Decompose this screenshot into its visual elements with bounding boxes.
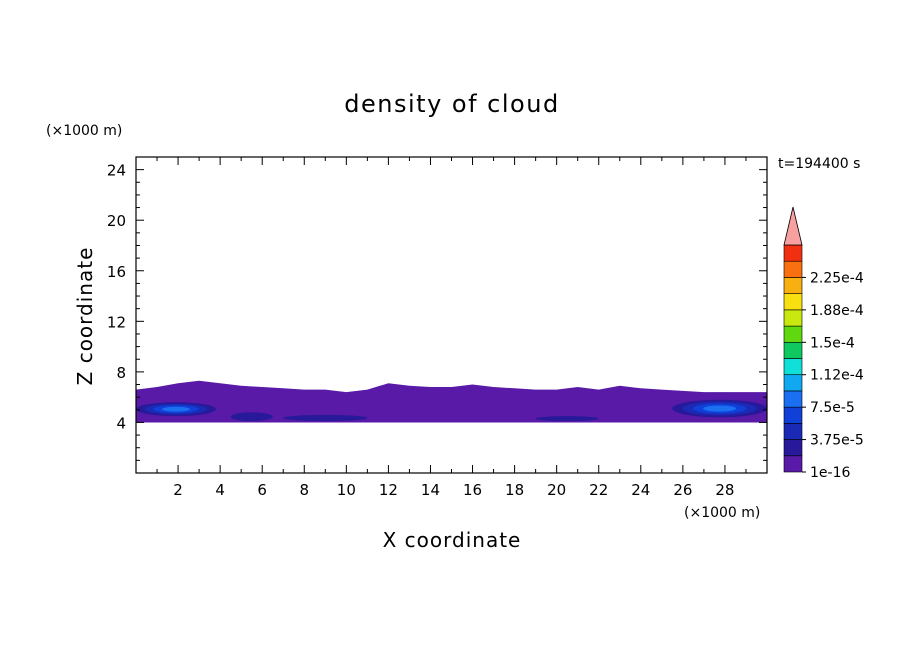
core-contour-1-4 xyxy=(703,405,737,412)
colorbar-extend-arrow xyxy=(783,206,803,246)
cloud-contour-layer xyxy=(136,380,767,423)
colorbar-swatch xyxy=(783,390,803,408)
y-tick-label: 24 xyxy=(107,162,126,180)
y-unit-label: (×1000 m) xyxy=(46,123,122,139)
y-tick-label: 4 xyxy=(116,414,126,432)
x-tick-label: 16 xyxy=(463,481,482,499)
time-label: t=194400 s xyxy=(778,156,860,172)
y-tick-label: 16 xyxy=(107,263,126,281)
x-tick-label: 12 xyxy=(379,481,398,499)
y-axis-label: Z coordinate xyxy=(73,247,97,386)
x-tick-label: 28 xyxy=(715,481,734,499)
core-contour-4-1 xyxy=(535,416,599,422)
x-tick-label: 2 xyxy=(173,481,183,499)
x-tick-label: 14 xyxy=(421,481,440,499)
x-tick-label: 26 xyxy=(673,481,692,499)
cloud-band xyxy=(136,380,767,423)
x-tick-label: 18 xyxy=(505,481,524,499)
x-unit-label: (×1000 m) xyxy=(684,505,760,521)
x-tick-label: 6 xyxy=(257,481,267,499)
core-contour-3-1 xyxy=(283,414,368,422)
colorbar-label: 3.75e-5 xyxy=(810,433,864,449)
colorbar-swatch xyxy=(783,293,803,311)
x-tick-label: 8 xyxy=(299,481,309,499)
colorbar-label: 1.88e-4 xyxy=(810,303,864,319)
x-tick-label: 20 xyxy=(547,481,566,499)
y-tick-label: 8 xyxy=(116,364,126,382)
plot-frame xyxy=(135,156,768,474)
x-axis-ticks: 2 4 6 8 10 12 14 16 18 20 22 24 26 28 xyxy=(156,157,747,499)
x-tick-label: 22 xyxy=(589,481,608,499)
colorbar-swatch xyxy=(783,341,803,359)
colorbar-swatch xyxy=(783,374,803,392)
colorbar-swatch xyxy=(783,309,803,327)
colorbar-swatch xyxy=(783,260,803,278)
core-contour-0-4 xyxy=(162,406,190,412)
colorbar-swatch xyxy=(783,439,803,457)
colorbar-label: 1.12e-4 xyxy=(810,368,864,384)
colorbar-swatch xyxy=(783,277,803,294)
colorbar-label: 1.5e-4 xyxy=(810,335,855,351)
x-tick-label: 24 xyxy=(631,481,650,499)
colorbar-label: 7.5e-5 xyxy=(810,400,855,416)
chart-title: density of cloud xyxy=(344,90,559,118)
colorbar-label: 2.25e-4 xyxy=(810,270,864,286)
colorbar-swatch xyxy=(783,455,803,473)
y-tick-label: 20 xyxy=(107,212,126,230)
y-axis-ticks: 4 8 12 16 20 24 xyxy=(107,162,767,461)
colorbar-swatch xyxy=(783,358,803,376)
colorbar-swatch xyxy=(783,406,803,424)
x-axis-label: X coordinate xyxy=(383,528,522,552)
x-tick-label: 4 xyxy=(215,481,225,499)
colorbar-label: 1e-16 xyxy=(810,465,850,481)
x-tick-label: 10 xyxy=(337,481,356,499)
colorbar-swatch xyxy=(783,423,803,440)
core-contour-2-1 xyxy=(230,412,273,422)
cloud-core-layer xyxy=(136,399,767,422)
colorbar: 1e-16 3.75e-5 7.5e-5 1.12e-4 1.5e-4 1.88e-4 2.… xyxy=(783,206,864,481)
y-tick-label: 12 xyxy=(107,313,126,331)
colorbar-swatch xyxy=(783,325,803,343)
colorbar-swatch xyxy=(783,244,803,262)
